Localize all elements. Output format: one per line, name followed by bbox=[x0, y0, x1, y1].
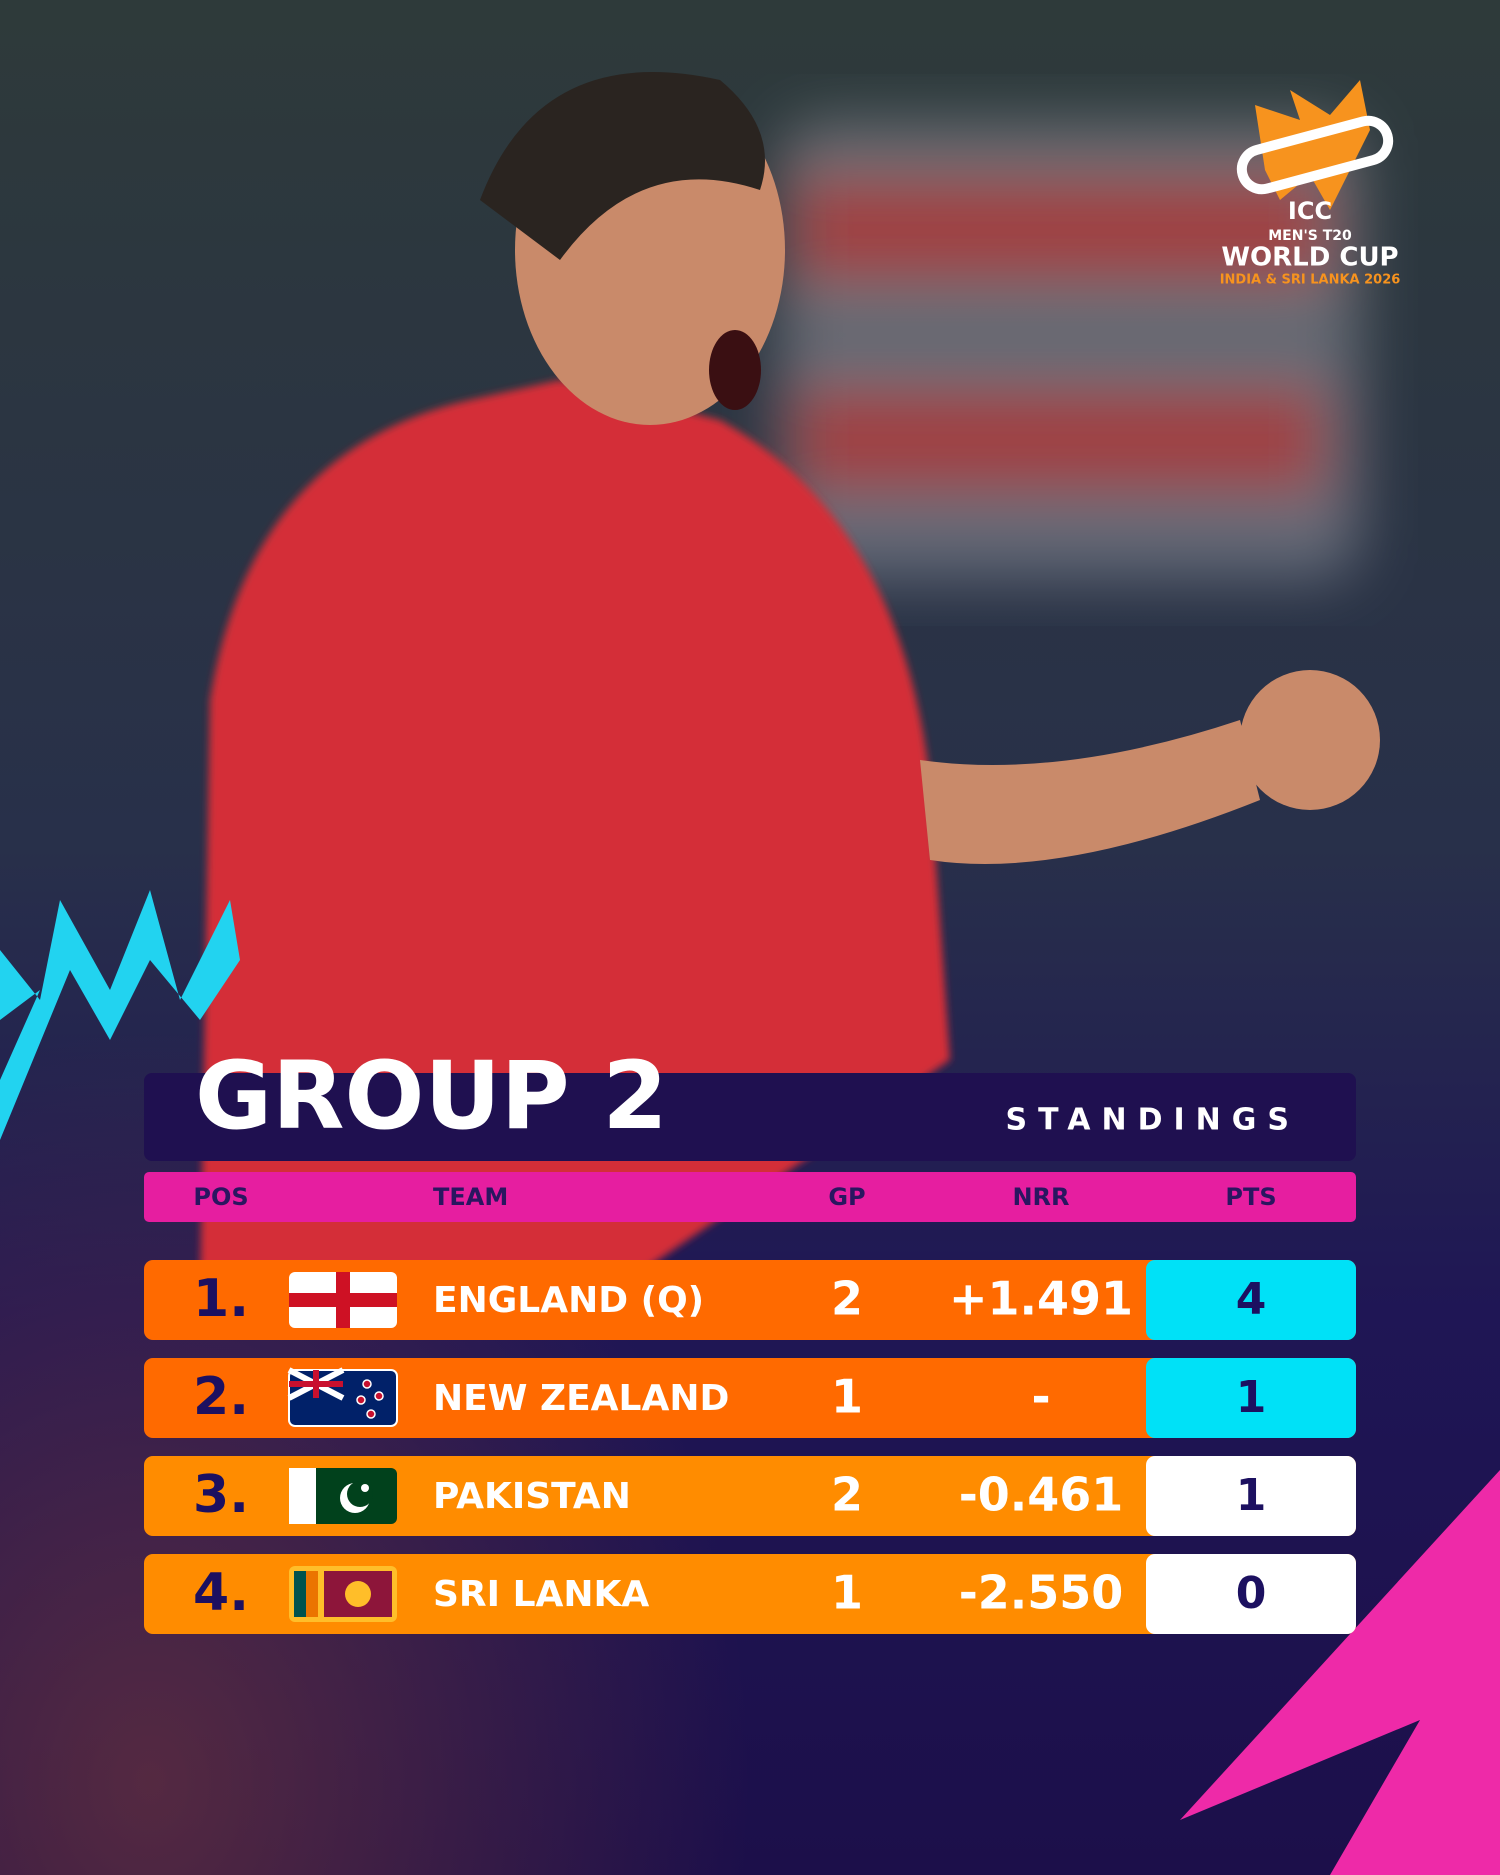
points-cell bbox=[1146, 1260, 1356, 1340]
team-name: PAKISTAN bbox=[433, 1476, 631, 1517]
flag-crescent-cut bbox=[347, 1481, 373, 1507]
flag bbox=[289, 1468, 397, 1524]
logo-event-line2: WORLD CUP bbox=[1221, 243, 1398, 273]
row-background bbox=[144, 1260, 1356, 1340]
points-cell bbox=[1146, 1554, 1356, 1634]
flag-star bbox=[361, 1484, 369, 1492]
points: 4 bbox=[1236, 1274, 1267, 1325]
column-header: TEAM bbox=[433, 1183, 508, 1211]
flag-lion bbox=[345, 1581, 371, 1607]
position: 2. bbox=[193, 1367, 249, 1427]
points-cell bbox=[1146, 1358, 1356, 1438]
logo-host: INDIA & SRI LANKA 2026 bbox=[1220, 273, 1401, 288]
title-bar bbox=[144, 1073, 1356, 1161]
logo: ICC MEN'S T20 WORLD CUP INDIA & SRI LANK… bbox=[1220, 80, 1401, 288]
team-name: NEW ZEALAND bbox=[433, 1378, 729, 1419]
points-cell bbox=[1146, 1456, 1356, 1536]
points: 0 bbox=[1236, 1568, 1267, 1619]
points: 1 bbox=[1236, 1470, 1267, 1521]
games-played: 1 bbox=[831, 1566, 863, 1620]
position: 1. bbox=[193, 1269, 249, 1329]
table-row: 2. NEW ZEALAND 1 - 1 bbox=[144, 1358, 1356, 1438]
row-background bbox=[144, 1554, 1356, 1634]
games-played: 1 bbox=[831, 1370, 863, 1424]
table-row: 1. ENGLAND (Q) 2 +1.491 4 bbox=[144, 1260, 1356, 1340]
flag-stripe bbox=[289, 1468, 316, 1524]
net-run-rate: +1.491 bbox=[949, 1272, 1133, 1326]
flag-star bbox=[356, 1395, 366, 1405]
player bbox=[200, 72, 1380, 1300]
table-row: 3. PAKISTAN 2 -0.461 1 bbox=[144, 1456, 1356, 1536]
logo-org: ICC bbox=[1288, 197, 1332, 225]
row-background bbox=[144, 1358, 1356, 1438]
net-run-rate: -0.461 bbox=[959, 1468, 1124, 1522]
games-played: 2 bbox=[831, 1272, 863, 1326]
subtitle: STANDINGS bbox=[1006, 1103, 1300, 1138]
games-played: 2 bbox=[831, 1468, 863, 1522]
row-background bbox=[144, 1456, 1356, 1536]
flag bbox=[289, 1566, 397, 1622]
flag-stripe bbox=[294, 1571, 306, 1617]
table-row: 4. SRI LANKA 1 -2.550 0 bbox=[144, 1554, 1356, 1634]
flag bbox=[287, 1367, 398, 1427]
net-run-rate: -2.550 bbox=[959, 1566, 1124, 1620]
flag-star bbox=[374, 1391, 384, 1401]
flag-star bbox=[366, 1409, 376, 1419]
flag bbox=[289, 1272, 397, 1328]
points: 1 bbox=[1236, 1372, 1267, 1423]
flag-star bbox=[362, 1379, 372, 1389]
column-header: POS bbox=[193, 1183, 248, 1211]
net-run-rate: - bbox=[1031, 1370, 1050, 1424]
column-header: PTS bbox=[1225, 1183, 1276, 1211]
column-header: NRR bbox=[1012, 1183, 1069, 1211]
backdrop bbox=[780, 120, 1360, 580]
position: 4. bbox=[193, 1563, 249, 1623]
flag-union bbox=[289, 1370, 343, 1398]
position: 3. bbox=[193, 1465, 249, 1525]
zigzag-cyan bbox=[0, 890, 240, 1140]
title: GROUP 2 bbox=[195, 1042, 668, 1151]
logo-event-line1: MEN'S T20 bbox=[1268, 228, 1352, 244]
flag-stripe bbox=[306, 1571, 318, 1617]
column-header-bar bbox=[144, 1172, 1356, 1222]
table: POS TEAM GP NRR PTS 1. ENGLAND (Q) 2 +1.491 4 2. NE… bbox=[144, 1183, 1356, 1634]
zigzag-magenta bbox=[1180, 1470, 1500, 1875]
flag-cross bbox=[289, 1293, 397, 1307]
column-header: GP bbox=[828, 1183, 865, 1211]
team-name: SRI LANKA bbox=[433, 1574, 649, 1615]
team-name: ENGLAND (Q) bbox=[433, 1280, 704, 1321]
